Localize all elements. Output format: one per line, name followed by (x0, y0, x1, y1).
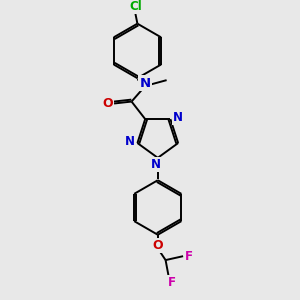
Text: F: F (185, 250, 193, 263)
Text: N: N (173, 111, 183, 124)
Text: Cl: Cl (129, 0, 142, 13)
Text: O: O (102, 97, 112, 110)
Text: F: F (167, 276, 175, 289)
Text: N: N (151, 158, 161, 171)
Text: N: N (140, 76, 151, 90)
Text: O: O (152, 239, 163, 252)
Text: N: N (124, 135, 135, 148)
